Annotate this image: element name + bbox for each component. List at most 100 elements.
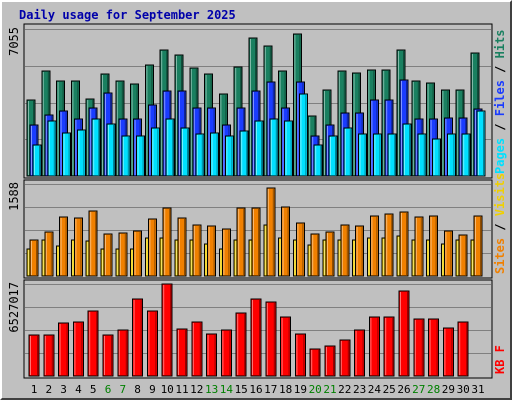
x-tick-label-day-4: 4 [75, 383, 82, 396]
bar-kb-f-day-9 [146, 310, 158, 377]
bar-kb-f-day-22 [339, 339, 351, 377]
bar-sites-day-18 [281, 206, 291, 277]
bar-sites-day-15 [236, 207, 246, 277]
x-tick-label-day-21: 21 [323, 383, 336, 396]
bar-pages-day-18 [284, 120, 294, 177]
legend-visits: Visits [493, 173, 507, 216]
x-tick-label-day-18: 18 [279, 383, 292, 396]
chart-title: Daily usage for September 2025 [19, 8, 236, 22]
bar-sites-day-17 [266, 187, 276, 277]
x-tick-label-day-3: 3 [60, 383, 67, 396]
bar-sites-day-22 [340, 224, 350, 277]
legend-pages: Pages [493, 138, 507, 174]
x-tick-label-day-24: 24 [368, 383, 382, 396]
bar-kb-f-day-2 [43, 334, 55, 377]
bar-pages-day-25 [387, 133, 397, 177]
bar-sites-day-21 [325, 231, 335, 277]
bar-kb-f-day-18 [280, 316, 292, 377]
bar-kb-f-day-13 [206, 333, 218, 377]
bar-pages-day-2 [47, 120, 57, 177]
bar-pages-day-13 [210, 132, 220, 177]
x-tick-label-day-27: 27 [412, 383, 425, 396]
bar-pages-day-1 [32, 144, 42, 177]
bar-pages-day-5 [91, 118, 101, 177]
bar-kb-f-day-5 [87, 310, 99, 377]
bar-kb-f-day-6 [102, 334, 114, 377]
x-tick-label-day-8: 8 [134, 383, 141, 396]
x-tick-label-day-29: 29 [442, 383, 455, 396]
x-tick-label-day-13: 13 [205, 383, 218, 396]
bar-pages-day-30 [461, 133, 471, 177]
x-tick-label-day-5: 5 [90, 383, 97, 396]
bar-kb-f-day-17 [265, 301, 277, 377]
legend-files: Files [493, 80, 507, 116]
bar-pages-day-31 [476, 110, 486, 177]
x-tick-label-day-2: 2 [45, 383, 52, 396]
panel-top-legend: Pages / Files / Hits [493, 29, 507, 174]
panel-top-ymax-label: 7055 [7, 27, 21, 56]
bar-sites-day-2 [44, 231, 54, 277]
bar-kb-f-day-15 [235, 312, 247, 377]
bar-sites-day-27 [414, 216, 424, 277]
x-tick-label-day-28: 28 [427, 383, 440, 396]
bar-sites-day-23 [355, 225, 365, 277]
x-tick-label-day-23: 23 [353, 383, 366, 396]
bar-pages-day-12 [195, 133, 205, 177]
x-tick-label-day-17: 17 [264, 383, 277, 396]
bar-pages-day-11 [180, 127, 190, 177]
x-tick-label-day-30: 30 [457, 383, 470, 396]
bar-pages-day-22 [343, 127, 353, 177]
panel-bottom-legend: KB F [493, 345, 507, 374]
bar-sites-day-28 [429, 215, 439, 277]
bar-sites-day-10 [162, 207, 172, 277]
x-tick-label-day-20: 20 [309, 383, 322, 396]
bar-sites-day-12 [192, 224, 202, 277]
bar-pages-day-7 [121, 135, 131, 177]
bar-sites-day-14 [221, 228, 231, 277]
bar-pages-day-24 [372, 133, 382, 177]
x-tick-label-day-26: 26 [397, 383, 410, 396]
x-tick-label-day-6: 6 [105, 383, 112, 396]
bar-kb-f-day-4 [72, 321, 84, 377]
bar-pages-day-14 [224, 135, 234, 177]
x-tick-label-day-15: 15 [235, 383, 248, 396]
x-tick-label-day-1: 1 [31, 383, 38, 396]
bar-sites-day-19 [295, 222, 305, 277]
legend-kb-f: KB F [493, 345, 507, 374]
x-tick-label-day-16: 16 [249, 383, 262, 396]
bar-pages-day-26 [402, 123, 412, 177]
x-tick-label-day-31: 31 [471, 383, 484, 396]
bar-sites-day-4 [73, 217, 83, 277]
bar-sites-day-11 [177, 217, 187, 277]
bar-kb-f-day-25 [383, 316, 395, 377]
bar-sites-day-24 [369, 215, 379, 277]
bar-pages-day-28 [432, 138, 442, 177]
bar-kb-f-day-11 [176, 328, 188, 377]
bar-pages-day-10 [165, 118, 175, 177]
bar-kb-f-day-21 [324, 345, 336, 377]
x-tick-label-day-19: 19 [294, 383, 307, 396]
x-tick-label-day-10: 10 [161, 383, 174, 396]
bar-kb-f-day-8 [132, 298, 144, 377]
bar-kb-f-day-24 [368, 316, 380, 377]
bar-kb-f-day-23 [354, 329, 366, 377]
legend-sites: Sites [493, 238, 507, 274]
bar-pages-day-6 [106, 123, 116, 177]
bar-kb-f-day-26 [398, 290, 410, 377]
bar-pages-day-21 [328, 135, 338, 177]
bar-kb-f-day-19 [294, 333, 306, 377]
bar-pages-day-3 [62, 132, 72, 177]
bar-sites-day-6 [103, 233, 113, 277]
legend-hits: Hits [493, 29, 507, 58]
panel-bottom-ymax-label: 6527017 [7, 282, 21, 333]
bar-sites-day-5 [88, 210, 98, 277]
x-tick-label-day-9: 9 [149, 383, 156, 396]
bar-kb-f-day-7 [117, 329, 129, 377]
bar-sites-day-3 [59, 216, 69, 277]
x-tick-label-day-12: 12 [190, 383, 203, 396]
bar-kb-f-day-10 [161, 283, 173, 377]
bar-pages-day-9 [150, 127, 160, 177]
bar-pages-day-17 [269, 118, 279, 177]
x-tick-label-day-22: 22 [338, 383, 351, 396]
